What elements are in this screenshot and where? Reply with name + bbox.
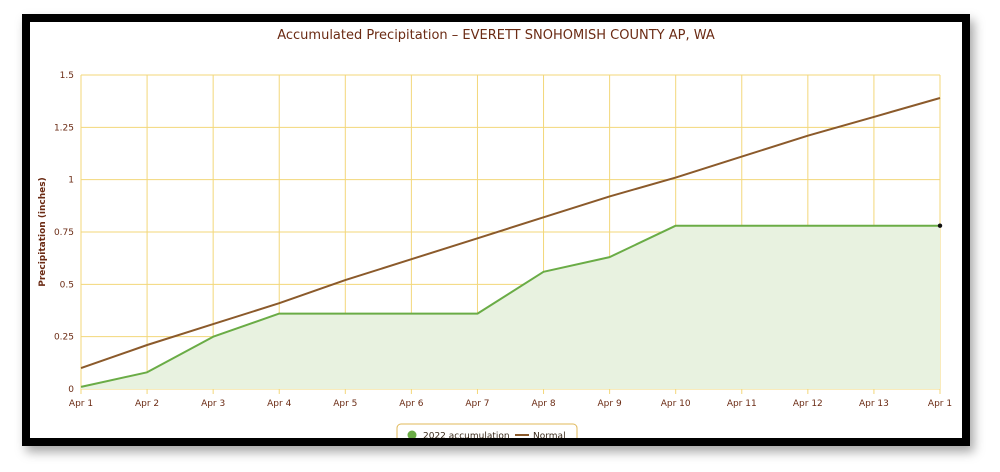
x-tick-label: Apr 6: [399, 399, 423, 409]
x-tick-label: Apr 11: [727, 399, 757, 409]
legend-label-normal: Normal: [533, 432, 566, 439]
chart-frame: Accumulated Precipitation – EVERETT SNOH…: [22, 14, 970, 446]
x-tick-label: Apr 3: [201, 399, 225, 409]
x-tick-label: Apr 1: [69, 399, 93, 409]
x-tick-label: Apr 10: [661, 399, 691, 409]
chart-panel: Accumulated Precipitation – EVERETT SNOH…: [30, 22, 962, 438]
x-tick-label: Apr 2: [135, 399, 159, 409]
x-tick-label: Apr 12: [793, 399, 823, 409]
2022-accumulation-line: [80, 224, 940, 388]
y-tick-label: 0.5: [60, 280, 74, 290]
y-tick-label: 1.5: [60, 71, 74, 81]
x-tick-label: Apr 9: [598, 399, 622, 409]
y-tick-label: 1.25: [54, 123, 74, 133]
y-tick-label: 0.75: [54, 228, 74, 238]
y-tick-label: 0.25: [54, 333, 74, 343]
precipitation-chart: Accumulated Precipitation – EVERETT SNOH…: [38, 28, 952, 439]
x-tick-label: Apr 5: [333, 399, 357, 409]
chart-title: Accumulated Precipitation – EVERETT SNOH…: [277, 28, 715, 43]
legend-marker-accumulation: [407, 430, 417, 438]
legend-label-accumulation: 2022 accumulation: [423, 432, 510, 439]
y-tick-label: 0: [68, 385, 74, 395]
x-tick-label: Apr 8: [531, 399, 555, 409]
y-axis-label: Precipitation (inches): [38, 177, 48, 287]
legend[interactable]: 2022 accumulation Normal: [396, 423, 578, 439]
last-value-marker: [937, 223, 943, 228]
normal-line: [80, 97, 941, 370]
legend-box: [396, 423, 578, 438]
2022-accumulation-area-fill: [81, 225, 940, 389]
plot-area: 0 0.25 0.5 0.75 1 1.25 1.5 Apr 1 Apr 2 Apr 3 Apr 4…: [54, 71, 952, 409]
x-tick-label: Apr 7: [465, 399, 489, 409]
x-tick-label: Apr 1: [928, 399, 952, 409]
x-tick-label: Apr 4: [267, 399, 291, 409]
x-tick-label: Apr 13: [859, 399, 889, 409]
y-tick-label: 1: [68, 176, 74, 186]
